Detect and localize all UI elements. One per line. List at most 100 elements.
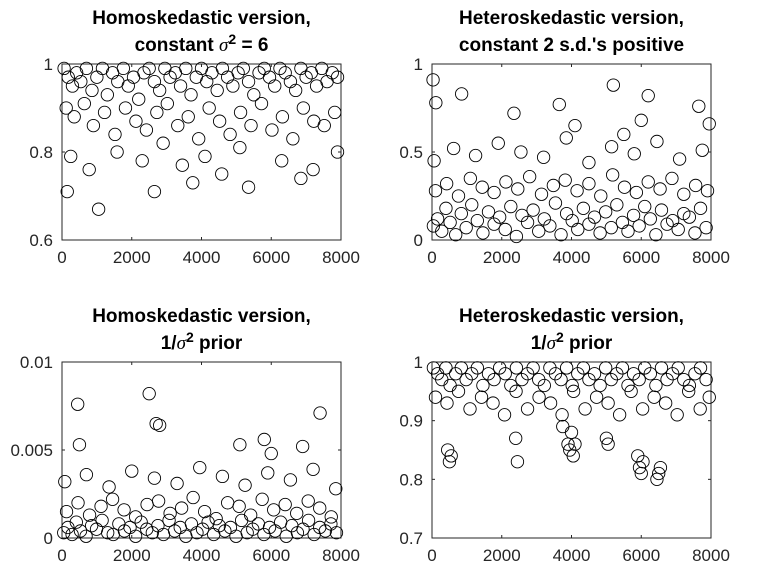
data-point	[606, 168, 620, 182]
data-point	[454, 87, 469, 101]
data-point	[559, 131, 573, 145]
data-point	[702, 390, 716, 404]
data-point	[649, 228, 663, 242]
data-point	[318, 524, 332, 538]
data-point	[587, 210, 602, 224]
data-point	[135, 154, 149, 168]
data-point	[654, 361, 669, 375]
data-point	[638, 199, 652, 214]
data-point	[64, 149, 78, 164]
y-tick-label: 1	[44, 55, 53, 74]
data-point	[105, 492, 120, 506]
subplot-2: 0 2000 4000 6000 8000 0 0.5 1 Heteroskedastic ve…	[399, 8, 730, 267]
data-point	[428, 390, 443, 404]
data-point	[702, 117, 716, 131]
data-point	[601, 437, 615, 451]
data-point	[65, 527, 79, 542]
data-point	[559, 206, 574, 221]
data-point	[509, 384, 523, 398]
data-point	[247, 88, 261, 102]
data-point	[427, 154, 441, 168]
data-point	[85, 83, 99, 98]
data-point	[440, 396, 454, 410]
data-point	[497, 408, 512, 422]
axes-box	[61, 361, 342, 539]
data-point	[184, 88, 198, 102]
data-point	[202, 101, 216, 115]
data-point	[558, 173, 572, 187]
data-point	[255, 492, 269, 506]
data-point	[601, 396, 615, 410]
data-point	[290, 506, 304, 521]
data-point	[671, 222, 685, 237]
data-point	[693, 402, 707, 416]
data-point	[174, 501, 189, 515]
x-tick-label: 6000	[622, 248, 660, 267]
data-point	[487, 217, 501, 231]
data-point	[643, 367, 657, 381]
data-point	[325, 66, 339, 80]
data-point	[59, 101, 73, 115]
data-point	[100, 88, 114, 102]
data-point	[313, 406, 327, 420]
data-point	[261, 466, 275, 480]
scatter-series	[426, 361, 716, 486]
data-point	[72, 438, 87, 452]
data-point	[670, 408, 684, 422]
title-segment: Homoskedastic version,	[92, 8, 311, 29]
data-point	[653, 182, 667, 196]
data-point	[257, 432, 271, 447]
data-point	[509, 361, 524, 375]
data-point	[275, 154, 289, 168]
data-point	[526, 203, 540, 217]
data-point	[212, 519, 226, 533]
data-point	[181, 110, 195, 124]
data-point	[61, 520, 75, 535]
data-point	[454, 206, 468, 221]
data-point	[693, 361, 708, 375]
data-point	[268, 79, 282, 93]
data-point	[463, 171, 478, 186]
data-point	[289, 83, 303, 98]
x-tick-label: 6000	[252, 546, 290, 565]
data-point	[150, 105, 164, 120]
data-point	[95, 513, 109, 528]
data-point	[294, 171, 308, 186]
data-point	[439, 177, 454, 191]
data-point	[554, 372, 568, 387]
data-point	[306, 462, 320, 477]
data-point	[700, 184, 715, 198]
data-point	[82, 508, 97, 522]
data-point	[69, 515, 83, 529]
data-point	[643, 212, 657, 226]
data-point	[695, 143, 709, 157]
data-point	[671, 361, 685, 375]
data-point	[604, 140, 619, 154]
data-point	[635, 402, 650, 416]
data-point	[156, 136, 170, 150]
data-point	[79, 467, 94, 482]
data-point	[552, 97, 566, 112]
data-point	[160, 96, 174, 111]
data-point	[454, 361, 468, 375]
data-point	[486, 396, 500, 410]
data-point	[238, 478, 252, 492]
data-point	[209, 511, 223, 526]
sigma-symbol: σ	[219, 35, 229, 56]
data-point	[142, 387, 156, 401]
data-point	[317, 118, 331, 133]
data-point	[173, 79, 188, 93]
data-point	[57, 61, 71, 76]
data-point	[79, 61, 94, 76]
data-point	[537, 378, 551, 393]
data-point	[632, 219, 646, 233]
data-point	[84, 519, 99, 533]
x-tick-label: 0	[427, 248, 436, 267]
data-point	[195, 522, 210, 536]
data-point	[65, 79, 80, 93]
data-point	[70, 66, 84, 80]
data-point	[515, 208, 529, 223]
data-point	[426, 73, 440, 87]
data-point	[499, 175, 513, 189]
chart-title-line-2: constant σ2 = 6	[135, 31, 269, 56]
